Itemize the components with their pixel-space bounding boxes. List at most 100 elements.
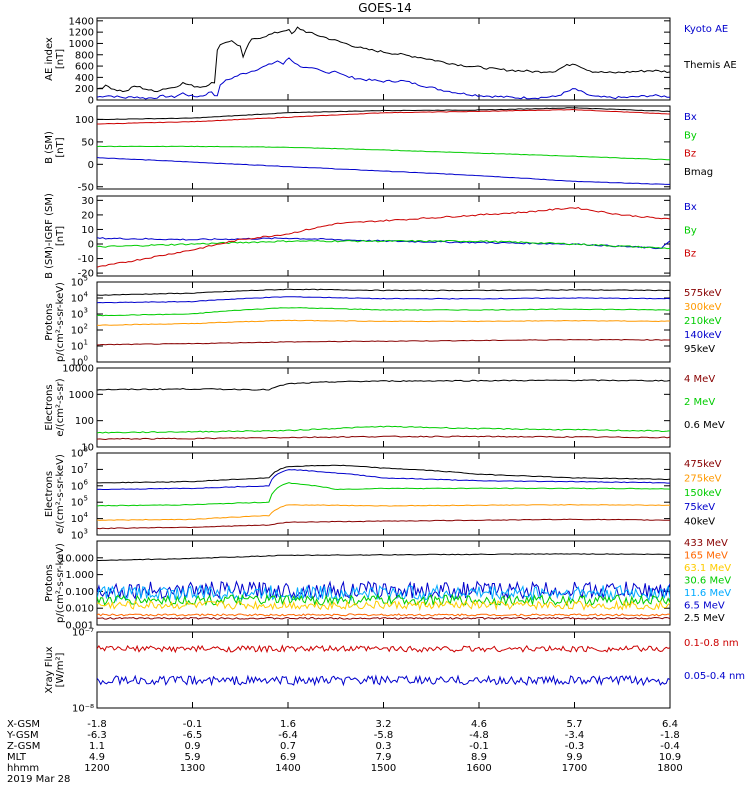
y-axis-label: B (SM)-IGRF (SM) xyxy=(44,193,55,279)
y-axis-label: B (SM) xyxy=(44,131,55,164)
y-axis-label: [nT] xyxy=(55,226,66,246)
series-group xyxy=(97,553,670,620)
panel-3: 30 20 10 0 -10 -20 B (SM)-IGRF (SM) [nT] Bx By Bz xyxy=(44,193,697,280)
series-0-6-mev xyxy=(97,379,670,391)
y-tick-label: 104 xyxy=(71,291,89,305)
panel-frame xyxy=(96,281,671,363)
series-95kev xyxy=(97,288,670,296)
y-tick-label: 100 xyxy=(75,115,94,126)
y-tick-label: 103 xyxy=(71,307,88,321)
y-tick-label: 0.001 xyxy=(65,621,94,632)
series-275kev xyxy=(97,503,670,521)
series-475kev xyxy=(97,518,670,530)
y-tick-label: 10⁻⁸ xyxy=(72,704,94,715)
y-tick-label: 106 xyxy=(71,478,89,492)
series-40kev xyxy=(97,464,670,484)
legend-entry: 0.1-0.8 nm xyxy=(684,638,739,649)
series-bmag xyxy=(97,107,670,120)
y-tick-label: 200 xyxy=(75,84,94,95)
y-tick-label: 101 xyxy=(71,339,88,353)
legend-entry: Bx xyxy=(684,112,697,123)
legend-entry: Bz xyxy=(684,249,696,260)
panel-8: 10⁻⁷ 10⁻⁸ Xray Flux [W/m²] 0.1-0.8 nm 0.05-0.… xyxy=(44,628,745,715)
bottom-axis-value: 1.1 xyxy=(89,741,105,752)
series-bx xyxy=(97,237,670,250)
legend-entry: 6.5 MeV xyxy=(684,601,725,612)
series-0-1-0-8-nm xyxy=(97,644,670,654)
legend-entry: 165 MeV xyxy=(684,551,728,562)
bottom-axis-value: -6.4 xyxy=(278,730,298,741)
series-by xyxy=(97,239,670,250)
panel-frame xyxy=(96,631,671,709)
y-axis-label: [nT] xyxy=(55,49,66,69)
series-6-5-mev xyxy=(97,580,670,600)
y-tick-label: 0 xyxy=(88,240,94,251)
bottom-axis-value: 1400 xyxy=(275,763,300,774)
panel-frame xyxy=(96,452,671,536)
legend-entry: 2 MeV xyxy=(684,397,715,408)
panel-7: 10.000 1.000 0.100 0.010 0.001 Protons p/(cm²-… xyxy=(44,538,731,632)
series-433-mev xyxy=(97,616,670,620)
y-axis-label: p/(cm²-s-sr-keV) xyxy=(55,282,66,362)
y-tick-label: 1200 xyxy=(69,28,94,39)
bottom-axis-value: 0.7 xyxy=(280,741,296,752)
series-bz xyxy=(97,206,670,268)
series-165-mev xyxy=(97,613,670,617)
y-tick-label: 108 xyxy=(71,446,88,460)
series-63-1-mev xyxy=(97,599,670,612)
legend-entry: 30.6 MeV xyxy=(684,576,731,587)
series-by xyxy=(97,145,670,161)
panel-5: 10000 1000 100 10 Electrons e/(cm²-s-sr) 4 MeV… xyxy=(44,364,725,454)
legend-entry: 95keV xyxy=(684,344,715,355)
series-4-mev xyxy=(97,435,670,441)
legend-entry: Kyoto AE xyxy=(684,24,728,35)
y-axis-label: AE index xyxy=(44,37,55,81)
series-30-6-mev xyxy=(97,593,670,607)
y-axis-label: Protons xyxy=(44,564,55,601)
legend-entry: 575keV xyxy=(684,288,722,299)
bottom-axis-value: -0.3 xyxy=(565,741,585,752)
y-tick-label: 107 xyxy=(71,462,88,476)
y-tick-label: 103 xyxy=(71,528,88,542)
legend-entry: 275keV xyxy=(684,473,722,484)
legend-entry: 433 MeV xyxy=(684,538,728,549)
y-tick-label: 20 xyxy=(81,210,94,221)
legend-entry: 0.05-0.4 nm xyxy=(684,671,745,682)
bottom-axis-value: 1200 xyxy=(84,763,109,774)
y-tick-label: 800 xyxy=(75,50,94,61)
series-11-6-mev xyxy=(97,583,670,603)
y-axis-label: e/(cm²-s-sr) xyxy=(55,378,66,436)
legend-entry: 75keV xyxy=(684,502,715,513)
bottom-axis-value: 7.9 xyxy=(376,752,392,763)
bottom-axis-value: 10.9 xyxy=(659,752,681,763)
bottom-axis-value: 3.2 xyxy=(376,719,392,730)
bottom-axis-value: 4.6 xyxy=(471,719,487,730)
y-tick-label: 30 xyxy=(81,196,94,207)
legend-entry: 11.6 MeV xyxy=(684,588,731,599)
series-2-5-mev xyxy=(97,553,670,561)
panel-frame xyxy=(96,195,671,277)
y-tick-label: 10.000 xyxy=(59,553,94,564)
series-300kev xyxy=(97,319,670,326)
y-tick-label: 10⁻⁷ xyxy=(72,628,94,639)
bottom-axis-value: -0.4 xyxy=(660,741,680,752)
bottom-axis-value: -0.1 xyxy=(469,741,489,752)
y-tick-label: 1000 xyxy=(69,390,94,401)
bottom-axis-value: -1.8 xyxy=(660,730,680,741)
y-axis-label: Electrons xyxy=(44,384,55,430)
y-tick-label: 1400 xyxy=(69,16,94,27)
panel-6: 103 104 105 106 107 108 Electrons e/(cm²-s-sr-k… xyxy=(44,446,722,542)
y-tick-label: 1000 xyxy=(69,39,94,50)
bottom-axis-value: 1600 xyxy=(466,763,491,774)
series-0-05-0-4-nm xyxy=(97,674,670,687)
bottom-axis-value: -5.8 xyxy=(374,730,394,741)
bottom-row-label: MLT xyxy=(7,752,27,763)
y-tick-label: -50 xyxy=(78,182,94,193)
legend-entry: Bmag xyxy=(684,167,713,178)
y-tick-label: 0.010 xyxy=(65,604,94,615)
bottom-axis-value: 1700 xyxy=(562,763,587,774)
y-tick-label: 50 xyxy=(81,137,94,148)
bottom-axis-value: 1500 xyxy=(371,763,396,774)
